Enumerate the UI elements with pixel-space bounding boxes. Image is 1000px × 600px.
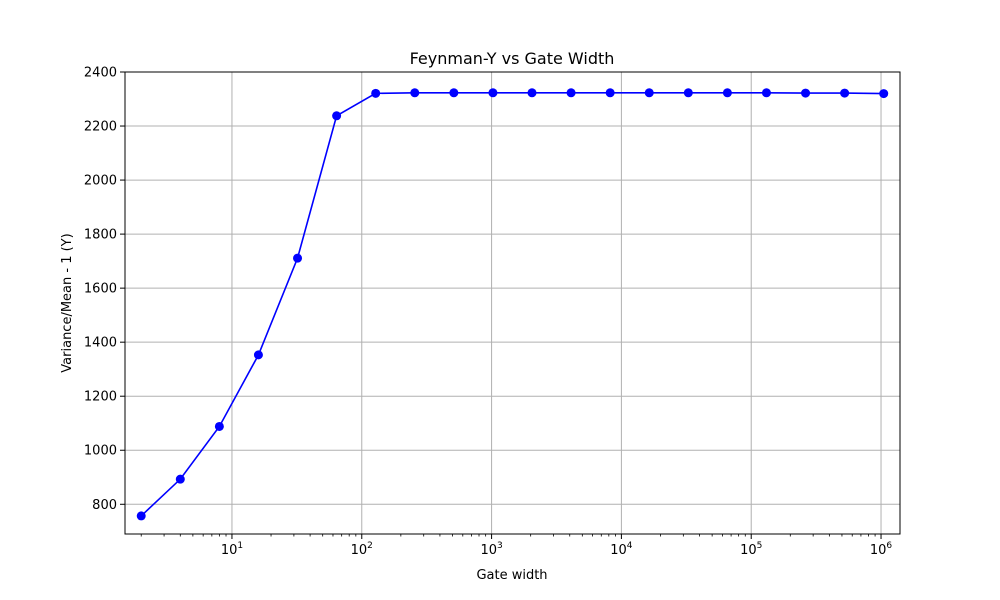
data-point [801, 88, 811, 98]
data-point [449, 88, 459, 98]
data-point [371, 88, 381, 98]
data-point [722, 88, 732, 98]
y-tick-label: 1000 [84, 444, 117, 459]
data-point [605, 88, 615, 98]
data-point [136, 511, 146, 521]
plot-frame [124, 71, 901, 535]
data-point [214, 421, 224, 431]
x-tick-label: 106 [870, 541, 893, 558]
y-tick-label: 1200 [84, 390, 117, 405]
y-tick-label: 2000 [84, 174, 117, 189]
data-point [683, 88, 693, 98]
ticks: 101 102 103 104 105 106 800 1000 1200 1400 1600 180… [84, 66, 893, 559]
x-tick-label: 101 [221, 541, 243, 558]
x-tick-label: 103 [480, 541, 502, 558]
data-point [761, 88, 771, 98]
data-point [644, 88, 654, 98]
series-line [140, 92, 884, 517]
x-tick-label: 104 [610, 541, 633, 558]
data-point [410, 88, 420, 98]
data-point [840, 88, 850, 98]
data-point [527, 88, 537, 98]
series-layer [136, 88, 889, 521]
y-tick-label: 2200 [84, 120, 117, 135]
x-tick-label: 102 [351, 541, 373, 558]
y-tick-label: 2400 [84, 66, 117, 81]
y-tick-label: 1400 [84, 336, 117, 351]
data-point [293, 253, 303, 263]
data-point [332, 111, 342, 121]
x-axis-title: Gate width [476, 568, 547, 583]
data-point [253, 350, 263, 360]
data-point [488, 88, 498, 98]
data-point [879, 89, 889, 99]
chart-title: Feynman-Y vs Gate Width [410, 49, 615, 68]
data-point [175, 474, 185, 484]
data-point [566, 88, 576, 98]
y-axis-title: Variance/Mean - 1 (Y) [60, 233, 75, 372]
x-tick-label: 105 [740, 541, 762, 558]
grid [125, 71, 900, 534]
y-tick-label: 1600 [84, 282, 117, 297]
y-tick-label: 1800 [84, 228, 117, 243]
y-tick-label: 800 [92, 498, 117, 513]
